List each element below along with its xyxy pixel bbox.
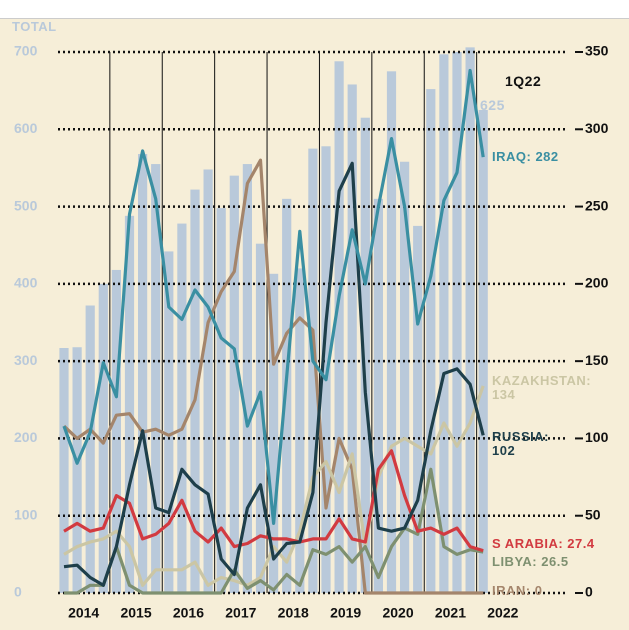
series-label: KAZAKHSTAN: 134 — [492, 373, 592, 402]
series-label: IRAQ: 282 — [492, 149, 559, 164]
bar — [452, 52, 462, 593]
y-tick-label: 400 — [14, 275, 38, 291]
y2-tick-label: 0 — [585, 584, 593, 600]
bar — [203, 169, 213, 593]
bar — [138, 154, 148, 593]
bar — [216, 208, 226, 594]
x-tick-label: 2017 — [225, 605, 256, 621]
y-tick-label: 600 — [14, 120, 38, 136]
x-tick-label: 2020 — [382, 605, 413, 621]
bar — [124, 215, 135, 594]
line-series — [63, 449, 484, 553]
x-tick-label: 2016 — [173, 605, 204, 621]
x-tick-label: 2014 — [68, 605, 99, 621]
line-series — [63, 385, 485, 587]
bar — [295, 268, 305, 593]
bar — [347, 84, 357, 594]
x-tick-label: 2022 — [487, 605, 518, 621]
line-series — [64, 467, 484, 595]
series-label: IRAN: 0 — [492, 583, 543, 598]
y-tick-label: 200 — [14, 429, 38, 445]
bar — [269, 273, 279, 593]
x-tick-label: 2019 — [330, 605, 361, 621]
period-label: 1Q22 — [505, 73, 542, 89]
y2-tick-label: 250 — [585, 197, 609, 213]
y-tick-label: 100 — [14, 506, 38, 522]
bar — [85, 305, 95, 593]
y-axis-label: TOTAL — [12, 19, 57, 34]
y-tick-label: 700 — [14, 43, 38, 59]
bar — [478, 109, 488, 593]
y2-tick-label: 300 — [585, 120, 609, 136]
y2-tick-label: 200 — [585, 275, 609, 291]
y2-tick-label: 100 — [585, 429, 609, 445]
bar — [72, 347, 82, 593]
bar — [400, 161, 410, 593]
bar — [308, 148, 318, 593]
bar — [373, 198, 383, 594]
y-tick-label: 500 — [14, 197, 38, 213]
bar — [386, 71, 397, 594]
x-tick-label: 2015 — [120, 605, 151, 621]
bar — [229, 175, 239, 593]
bar — [413, 225, 423, 593]
bar — [282, 198, 292, 594]
y-tick-label: 300 — [14, 352, 38, 368]
bar — [111, 269, 121, 593]
x-tick-label: 2018 — [278, 605, 309, 621]
bar — [164, 251, 174, 593]
y2-tick-label: 350 — [585, 43, 609, 59]
series-label: LIBYA: 26.5 — [492, 554, 569, 569]
bar — [439, 54, 449, 593]
bar — [151, 164, 161, 594]
bar — [255, 243, 266, 593]
bar — [177, 223, 187, 593]
line-series — [62, 68, 485, 525]
line-series — [62, 158, 484, 595]
bar — [360, 117, 370, 593]
line-series — [63, 161, 485, 587]
top-bar — [0, 0, 629, 19]
total-end-label: 625 — [480, 97, 505, 113]
y-tick-label: 0 — [14, 584, 22, 600]
bar — [426, 89, 436, 594]
series-label: RUSSIA: 102 — [492, 429, 549, 458]
bar — [465, 47, 475, 594]
y2-tick-label: 50 — [585, 506, 601, 522]
y2-tick-label: 150 — [585, 352, 609, 368]
bar — [334, 61, 344, 593]
x-tick-label: 2021 — [435, 605, 466, 621]
bar — [242, 164, 252, 594]
bar — [59, 348, 69, 593]
series-label: S ARABIA: 27.4 — [492, 536, 595, 551]
